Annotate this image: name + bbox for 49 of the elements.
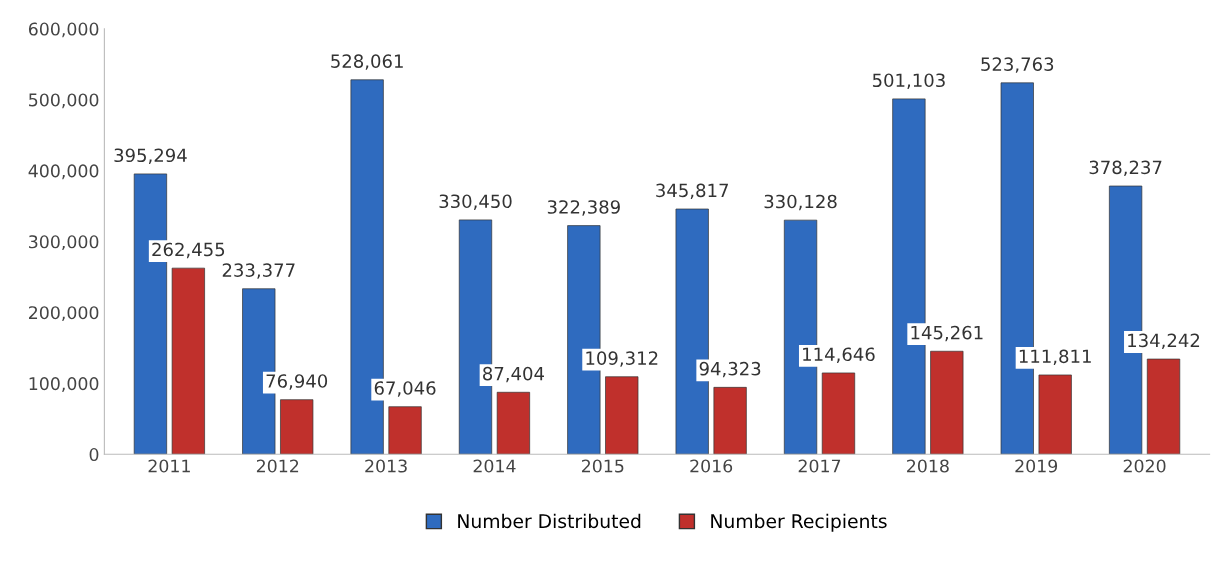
data-label: 111,811 — [1019, 349, 1091, 365]
x-tick-label: 2014 — [473, 459, 516, 473]
x-tick-label: 2017 — [798, 459, 841, 473]
bar — [280, 399, 314, 455]
data-label: 233,377 — [222, 263, 295, 279]
data-label: 87,404 — [483, 366, 544, 383]
bar — [171, 267, 205, 455]
data-label: 262,455 — [152, 242, 225, 259]
x-tick-label: 2013 — [365, 459, 407, 473]
data-label: 114,646 — [803, 347, 875, 363]
data-label: 345,817 — [656, 183, 728, 200]
bar — [388, 406, 422, 455]
y-tick-label: 500,000 — [29, 93, 99, 109]
legend-label: Number Recipients — [711, 513, 887, 532]
data-label: 378,237 — [1089, 160, 1162, 177]
x-tick-label: 2015 — [581, 459, 624, 473]
data-label: 76,940 — [266, 374, 328, 390]
x-tick-label: 2011 — [148, 459, 190, 473]
data-label: 395,294 — [114, 148, 187, 164]
data-label: 523,763 — [981, 57, 1054, 73]
data-label: 94,323 — [699, 361, 761, 378]
data-label: 330,128 — [764, 194, 837, 211]
bar — [496, 391, 531, 455]
data-label: 145,261 — [911, 325, 983, 342]
data-label: 134,242 — [1128, 333, 1200, 350]
y-tick-label: 300,000 — [29, 235, 99, 251]
x-tick-label: 2018 — [907, 459, 949, 473]
y-tick-label: 400,000 — [28, 164, 99, 180]
x-tick-label: 2020 — [1123, 459, 1166, 473]
legend-label: Number Distributed — [458, 513, 641, 529]
x-tick-label: 2019 — [1015, 459, 1058, 473]
data-label: 501,103 — [872, 73, 945, 89]
bar — [821, 372, 856, 455]
data-label: 528,061 — [331, 54, 403, 70]
bar — [713, 387, 747, 455]
bar — [605, 376, 639, 455]
bar — [1146, 358, 1181, 455]
bar — [930, 350, 964, 455]
data-label: 322,389 — [547, 200, 620, 216]
data-label: 67,046 — [374, 381, 436, 397]
data-label: 109,312 — [586, 351, 658, 367]
bar — [1038, 374, 1072, 455]
x-tick-label: 2016 — [690, 459, 733, 473]
y-tick-label: 0 — [89, 447, 99, 462]
y-tick-label: 100,000 — [29, 377, 99, 392]
y-tick-label: 600,000 — [28, 22, 99, 38]
data-label: 330,450 — [439, 194, 512, 210]
x-tick-label: 2012 — [256, 459, 299, 473]
y-tick-label: 200,000 — [29, 306, 99, 322]
